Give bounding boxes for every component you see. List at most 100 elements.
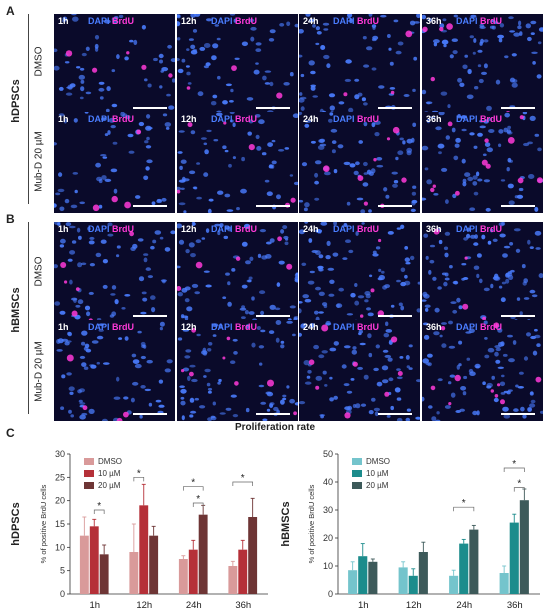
panel-letter-b: B xyxy=(6,212,15,226)
micrograph-tile: 1h DAPI BrdU xyxy=(54,320,175,421)
dapi-label: DAPI xyxy=(211,322,233,332)
scale-bar xyxy=(133,205,167,207)
micrograph-tile: 12h DAPI BrdU xyxy=(177,222,298,323)
legend-swatch xyxy=(84,458,94,465)
panel-c-title: Proliferation rate xyxy=(234,422,316,433)
group-bracket-a xyxy=(28,14,29,204)
stain-label: DAPI BrdU xyxy=(333,114,379,124)
scale-bar xyxy=(133,413,167,415)
bar xyxy=(79,535,89,594)
condition-label-b-dmso: DMSO xyxy=(33,256,45,287)
bar xyxy=(149,535,159,594)
cell-nuclei-image xyxy=(54,222,175,323)
y-tick-label: 0 xyxy=(60,589,65,599)
stain-label: DAPI BrdU xyxy=(333,16,379,26)
significance-star: * xyxy=(517,479,521,490)
stain-label: DAPI BrdU xyxy=(456,114,502,124)
y-tick-label: 50 xyxy=(323,449,333,459)
y-tick-label: 10 xyxy=(55,542,65,552)
bar xyxy=(358,556,368,594)
timepoint-label: 12h xyxy=(181,16,197,26)
scale-bar xyxy=(256,205,290,207)
timepoint-label: 36h xyxy=(426,224,442,234)
panel-letter-c: C xyxy=(6,426,15,440)
condition-label-a-dmso: DMSO xyxy=(33,46,45,77)
x-tick-label: 12h xyxy=(406,600,422,611)
bar xyxy=(418,552,428,594)
legend-label: 20 µM xyxy=(366,481,389,490)
cell-nuclei-image xyxy=(177,112,298,213)
legend-swatch xyxy=(352,482,362,489)
bar xyxy=(188,549,198,594)
legend-swatch xyxy=(352,458,362,465)
cell-nuclei-image xyxy=(54,14,175,115)
significance-bracket xyxy=(503,467,525,472)
cell-nuclei-image xyxy=(422,320,543,421)
bar xyxy=(228,566,238,594)
condition-label-a-mubd: Mub-D 20 µM xyxy=(33,131,45,192)
dapi-label: DAPI xyxy=(211,16,233,26)
significance-star: * xyxy=(97,501,101,512)
micrograph-tile: 1h DAPI BrdU xyxy=(54,14,175,115)
stain-label: DAPI BrdU xyxy=(211,322,257,332)
timepoint-label: 1h xyxy=(58,114,69,124)
y-tick-label: 30 xyxy=(323,505,333,515)
group-label-hdpscs-a: hDPSCs xyxy=(10,79,22,123)
significance-bracket xyxy=(192,502,204,507)
timepoint-label: 12h xyxy=(181,224,197,234)
bar xyxy=(348,570,358,594)
bar xyxy=(238,549,248,594)
bar xyxy=(198,514,208,594)
timepoint-label: 12h xyxy=(181,322,197,332)
scale-bar xyxy=(378,413,412,415)
dapi-label: DAPI xyxy=(456,322,478,332)
chart-hbmscs: 0 10 20 30 40 50 % of positive BrdU cells 1h 12h… xyxy=(307,449,540,611)
dapi-label: DAPI xyxy=(88,224,110,234)
y-tick-label: 15 xyxy=(55,519,65,529)
y-tick-label: 10 xyxy=(323,561,333,571)
bar xyxy=(368,561,378,594)
group-label-hbmscs-b: hBMSCs xyxy=(10,287,22,333)
y-tick-label: 20 xyxy=(323,533,333,543)
group-label-hbmscs-c: hBMSCs xyxy=(280,501,292,547)
stain-label: DAPI BrdU xyxy=(333,224,379,234)
dapi-label: DAPI xyxy=(456,114,478,124)
cell-nuclei-image xyxy=(54,320,175,421)
x-tick-label: 24h xyxy=(456,600,472,611)
legend-swatch xyxy=(84,482,94,489)
bar xyxy=(129,552,139,594)
bar xyxy=(178,559,188,594)
stain-label: DAPI BrdU xyxy=(88,114,134,124)
micrograph-tile: 12h DAPI BrdU xyxy=(177,14,298,115)
significance-bracket xyxy=(232,481,253,486)
micrograph-tile: 36h DAPI BrdU xyxy=(422,320,543,421)
x-tick-label: 36h xyxy=(507,600,523,611)
scale-bar xyxy=(501,107,535,109)
micrograph-tile: 24h DAPI BrdU xyxy=(299,320,420,421)
bar xyxy=(139,505,149,594)
cell-nuclei-image xyxy=(299,112,420,213)
bar xyxy=(99,554,109,594)
timepoint-label: 12h xyxy=(181,114,197,124)
dapi-label: DAPI xyxy=(333,16,355,26)
x-tick-label: 12h xyxy=(136,600,152,611)
significance-bracket xyxy=(133,476,145,482)
scale-bar xyxy=(378,107,412,109)
y-axis-label: % of positive BrdU cells xyxy=(39,484,48,563)
timepoint-label: 1h xyxy=(58,224,69,234)
micrograph-tile: 36h DAPI BrdU xyxy=(422,14,543,115)
dapi-label: DAPI xyxy=(456,224,478,234)
stain-label: DAPI BrdU xyxy=(456,322,502,332)
significance-star: * xyxy=(462,498,466,509)
stain-label: DAPI BrdU xyxy=(211,114,257,124)
y-tick-label: 20 xyxy=(55,496,65,506)
significance-star: * xyxy=(191,478,195,489)
micrograph-tile: 36h DAPI BrdU xyxy=(422,222,543,323)
dapi-label: DAPI xyxy=(88,114,110,124)
micrograph-tile: 12h DAPI BrdU xyxy=(177,320,298,421)
legend-label: 10 µM xyxy=(98,469,121,478)
bar xyxy=(449,575,459,594)
brdu-label: BrdU xyxy=(354,16,380,26)
legend-label: DMSO xyxy=(98,457,122,466)
stain-label: DAPI BrdU xyxy=(88,16,134,26)
